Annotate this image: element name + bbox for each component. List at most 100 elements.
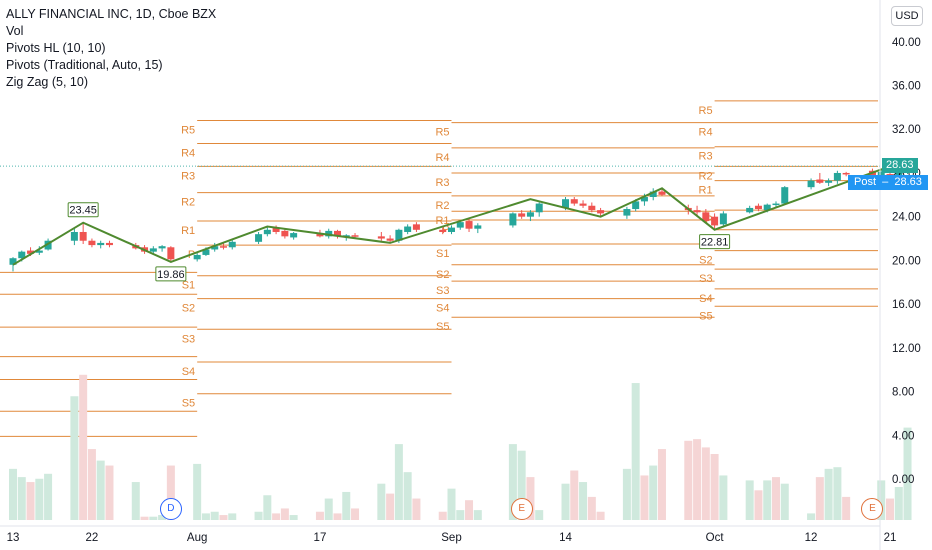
pivot-label-r4: R4 — [181, 147, 195, 159]
pivot-label-r1: R1 — [181, 225, 195, 237]
volume-bar — [201, 513, 210, 520]
volume-bar — [17, 477, 26, 520]
candle-body — [281, 230, 289, 237]
candle-body — [649, 191, 657, 198]
y-tick-label: 24.00 — [892, 212, 921, 224]
candle-body — [509, 213, 517, 226]
volume-bar — [631, 383, 640, 520]
candle-body — [781, 187, 789, 204]
candle-body — [842, 172, 850, 175]
candle-body — [18, 251, 26, 259]
candle-body — [640, 197, 648, 202]
earnings-badge[interactable]: E — [510, 498, 533, 520]
pivot-label-r5: R5 — [435, 127, 449, 139]
y-tick-label: 32.00 — [892, 124, 921, 136]
volume-bar — [877, 480, 886, 520]
last-price-label: 28.63 — [882, 158, 918, 174]
volume-bar — [96, 460, 105, 520]
candle-body — [193, 254, 201, 260]
volume-bar — [526, 477, 535, 520]
volume-bar — [333, 513, 342, 520]
zigzag-layer — [12, 162, 900, 266]
volume-bar — [570, 470, 579, 520]
post-label-text: Post — [854, 176, 877, 188]
candle-body — [35, 250, 43, 253]
y-tick-label: 20.00 — [892, 255, 921, 267]
volume-bar — [579, 482, 588, 520]
pivot-hl-labels-layer: 23.45 19.86 22.81 — [67, 202, 731, 282]
volume-bar — [438, 511, 447, 520]
candle-body — [263, 229, 271, 235]
volume-bar — [26, 482, 35, 520]
candle-body — [632, 201, 640, 210]
volume-bar — [9, 468, 17, 520]
volume-bar — [807, 513, 816, 520]
volume-bar — [210, 511, 219, 520]
volume-bar — [377, 483, 386, 520]
legend-vol[interactable]: Vol — [6, 24, 24, 38]
candle-body — [719, 213, 727, 225]
dividend-badge[interactable]: D — [159, 498, 182, 520]
volume-bar — [351, 508, 360, 520]
legend-pivots-hl[interactable]: Pivots HL (10, 10) — [6, 41, 106, 55]
candle-body — [44, 240, 52, 250]
volume-bar — [763, 480, 772, 520]
pivot-label-r3: R3 — [435, 177, 449, 189]
currency-button[interactable]: USD — [891, 6, 923, 26]
volume-bar — [657, 449, 666, 520]
candle-body — [825, 180, 833, 183]
volume-bar — [886, 498, 894, 520]
earnings-badge[interactable]: E — [861, 498, 884, 520]
volume-bar — [324, 498, 333, 520]
volume-bar — [710, 454, 719, 520]
pivot-label-s4: S4 — [182, 366, 195, 378]
volume-bar — [456, 510, 465, 520]
volume-bar — [394, 444, 403, 520]
candle-body — [272, 227, 280, 232]
volume-bar — [44, 473, 53, 520]
volume-bar — [684, 440, 693, 520]
volume-bar — [272, 513, 281, 520]
volume-bar — [535, 510, 544, 520]
candle-body — [833, 172, 841, 181]
volume-bar — [263, 495, 272, 520]
candle-body — [404, 226, 412, 232]
volume-bar — [465, 500, 474, 520]
pivot-label-s1: S1 — [436, 248, 449, 260]
symbol-title[interactable]: ALLY FINANCIAL INC, 1D, Cboe BZX — [6, 7, 217, 21]
candle-body — [88, 240, 96, 246]
volume-bar — [587, 496, 596, 520]
legend-zigzag[interactable]: Zig Zag (5, 10) — [6, 75, 88, 89]
volume-bar — [815, 477, 824, 520]
pivot-label-r2: R2 — [181, 197, 195, 209]
x-tick-label: 21 — [884, 532, 897, 544]
volume-bar — [35, 478, 44, 520]
volume-bar — [701, 447, 710, 520]
candle-body — [711, 216, 719, 226]
volume-bar — [561, 483, 570, 520]
volume-bar — [833, 467, 842, 520]
y-tick-label: 4.00 — [892, 430, 914, 442]
candle-body — [316, 233, 324, 237]
pivot-hl-label: 22.81 — [701, 237, 729, 249]
candle-body — [228, 241, 236, 248]
pivot-label-s2: S2 — [182, 303, 195, 315]
pivot-label-r3: R3 — [699, 151, 713, 163]
candle-body — [377, 236, 385, 239]
candle-body — [439, 229, 447, 232]
legend-pivots-traditional[interactable]: Pivots (Traditional, Auto, 15) — [6, 58, 163, 72]
pivot-label-r5: R5 — [699, 105, 713, 117]
volume-bar — [745, 480, 754, 520]
pivot-label-s1: S1 — [182, 280, 195, 292]
post-dash: – — [879, 176, 892, 188]
price-axis: 40.0036.0032.0028.0024.0020.0016.0012.00… — [879, 0, 921, 550]
candle-body — [807, 180, 815, 188]
candle-body — [658, 191, 666, 195]
candle-body — [456, 222, 464, 228]
x-tick-label: 12 — [805, 532, 818, 544]
candle-body — [816, 179, 824, 183]
pivot-label-s3: S3 — [436, 285, 449, 297]
y-tick-label: 0.00 — [892, 474, 914, 486]
pivot-hl-label: 23.45 — [69, 205, 97, 217]
